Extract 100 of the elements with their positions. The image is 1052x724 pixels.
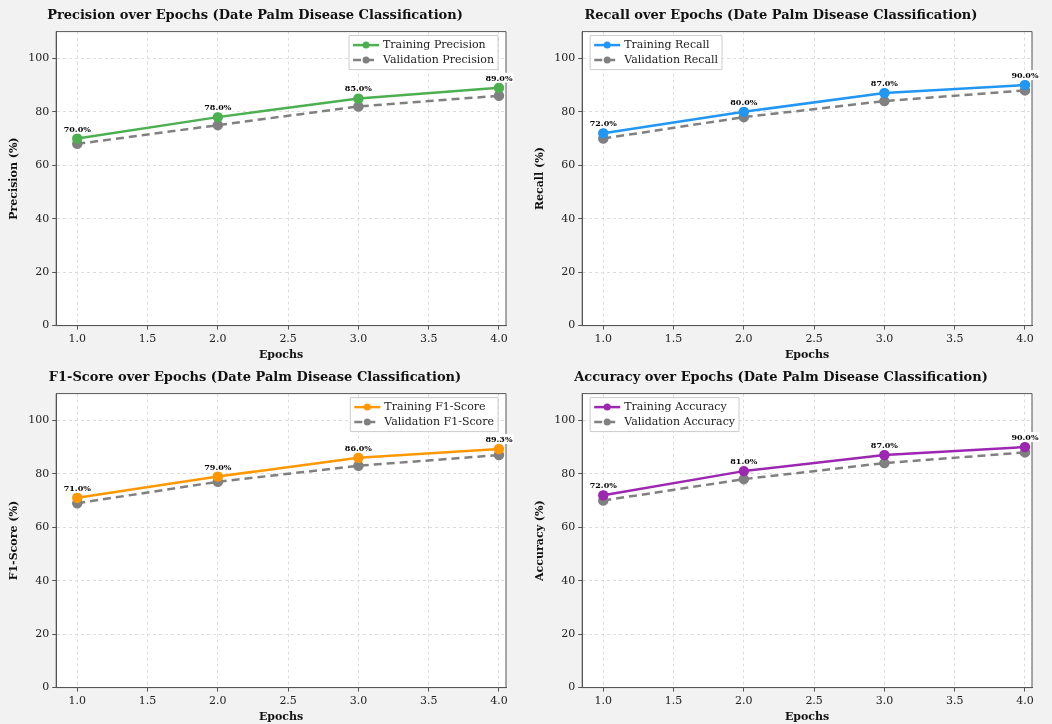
y-tick-label: 20 bbox=[35, 265, 50, 278]
data-label: 87.0% bbox=[870, 440, 899, 451]
data-label: 89.0% bbox=[485, 72, 513, 83]
chart-title: F1-Score over Epochs (Date Palm Disease Classification) bbox=[48, 369, 462, 385]
data-label: 85.0% bbox=[344, 83, 373, 94]
x-tick-label: 2.0 bbox=[209, 694, 227, 708]
x-tick-label: 1.5 bbox=[138, 694, 157, 708]
x-tick-label: 3.0 bbox=[875, 694, 894, 708]
point bbox=[493, 82, 505, 93]
x-tick-label: 3.0 bbox=[349, 332, 368, 346]
x-tick-label: 3.0 bbox=[875, 332, 894, 346]
point bbox=[493, 90, 505, 101]
point bbox=[879, 449, 890, 461]
x-axis-title: Epochs bbox=[258, 710, 304, 724]
x-tick-label: 1.5 bbox=[664, 694, 683, 708]
x-tick-label: 3.5 bbox=[419, 332, 438, 346]
x-tick-label: 2.5 bbox=[805, 694, 823, 708]
x-axis-title: Epochs bbox=[784, 348, 830, 362]
x-tick-label: 1.0 bbox=[594, 332, 613, 346]
x-tick-label: 2.5 bbox=[279, 332, 297, 346]
y-tick-label: 100 bbox=[554, 413, 576, 427]
legend-label: Training Recall bbox=[624, 37, 711, 51]
point bbox=[738, 465, 750, 477]
chart-title: Precision over Epochs (Date Palm Disease Classification) bbox=[47, 7, 463, 23]
point bbox=[879, 87, 890, 99]
data-label: 70.0% bbox=[63, 123, 92, 134]
y-tick-label: 20 bbox=[561, 265, 576, 278]
y-tick-label: 80 bbox=[561, 466, 576, 480]
data-label: 79.0% bbox=[204, 461, 232, 472]
x-tick-label: 1.5 bbox=[138, 332, 157, 346]
y-axis-title: F1-Score (%) bbox=[7, 500, 21, 581]
y-tick-label: 60 bbox=[561, 520, 576, 534]
data-label: 72.0% bbox=[589, 480, 618, 491]
legend-label: Validation Recall bbox=[623, 52, 719, 66]
y-tick-label: 0 bbox=[568, 318, 576, 332]
x-tick-label: 1.5 bbox=[664, 332, 683, 346]
x-tick-label: 2.0 bbox=[735, 694, 753, 708]
y-tick-label: 40 bbox=[561, 211, 576, 225]
legend-label: Training Accuracy bbox=[624, 399, 728, 413]
point bbox=[353, 101, 364, 112]
x-tick-label: 1.0 bbox=[594, 694, 613, 708]
y-tick-label: 40 bbox=[35, 211, 50, 225]
y-axis-title: Precision (%) bbox=[7, 137, 21, 220]
legend-label: Validation Precision bbox=[382, 52, 495, 66]
data-label: 90.0% bbox=[1011, 432, 1039, 443]
data-label: 80.0% bbox=[730, 96, 758, 107]
x-tick-label: 3.5 bbox=[945, 332, 964, 346]
y-tick-label: 80 bbox=[35, 466, 50, 480]
x-axis-title: Epochs bbox=[784, 710, 830, 724]
point bbox=[738, 106, 750, 118]
y-tick-label: 60 bbox=[35, 520, 50, 534]
y-tick-label: 80 bbox=[35, 104, 50, 118]
data-label: 90.0% bbox=[1011, 70, 1039, 81]
legend-label: Validation Accuracy bbox=[623, 414, 736, 428]
data-label: 89.3% bbox=[485, 434, 513, 444]
point bbox=[72, 133, 83, 144]
point bbox=[598, 127, 609, 139]
point bbox=[598, 489, 609, 501]
y-tick-label: 20 bbox=[35, 627, 50, 640]
x-tick-label: 4.0 bbox=[490, 694, 508, 708]
point bbox=[1019, 441, 1031, 453]
data-label: 86.0% bbox=[344, 442, 373, 453]
x-tick-label: 4.0 bbox=[490, 332, 508, 346]
x-axis-title: Epochs bbox=[258, 348, 304, 362]
legend-label: Training F1-Score bbox=[384, 399, 486, 413]
y-tick-label: 100 bbox=[28, 51, 50, 65]
x-tick-label: 2.5 bbox=[805, 332, 823, 346]
x-tick-label: 3.0 bbox=[349, 694, 368, 708]
y-tick-label: 60 bbox=[35, 158, 50, 172]
y-tick-label: 100 bbox=[554, 51, 576, 65]
data-label: 72.0% bbox=[589, 118, 618, 129]
y-tick-label: 40 bbox=[35, 573, 50, 587]
x-tick-label: 3.5 bbox=[419, 694, 438, 708]
x-tick-label: 2.0 bbox=[735, 332, 753, 346]
y-tick-label: 80 bbox=[561, 104, 576, 118]
x-tick-label: 3.5 bbox=[945, 694, 964, 708]
legend-label: Validation F1-Score bbox=[383, 414, 495, 428]
x-tick-label: 2.0 bbox=[209, 332, 227, 346]
point bbox=[72, 492, 83, 504]
legend-label: Training Precision bbox=[383, 37, 486, 51]
x-tick-label: 4.0 bbox=[1016, 694, 1034, 708]
point bbox=[212, 471, 224, 482]
y-axis-title: Accuracy (%) bbox=[533, 500, 547, 582]
point bbox=[212, 111, 224, 123]
y-tick-label: 100 bbox=[28, 413, 50, 427]
y-axis-title: Recall (%) bbox=[533, 147, 547, 211]
data-label: 78.0% bbox=[204, 102, 232, 113]
point bbox=[353, 93, 364, 104]
chart-title: Accuracy over Epochs (Date Palm Disease Classification) bbox=[573, 369, 988, 385]
y-tick-label: 0 bbox=[568, 680, 576, 694]
x-tick-label: 4.0 bbox=[1016, 332, 1034, 346]
x-tick-label: 1.0 bbox=[68, 694, 87, 708]
y-tick-label: 0 bbox=[42, 680, 50, 694]
x-tick-label: 1.0 bbox=[68, 332, 87, 346]
x-tick-label: 2.5 bbox=[279, 694, 297, 708]
point bbox=[493, 443, 505, 455]
data-label: 87.0% bbox=[870, 78, 899, 89]
y-tick-label: 0 bbox=[42, 318, 50, 332]
data-label: 71.0% bbox=[63, 482, 92, 493]
chart-title: Recall over Epochs (Date Palm Disease Classification) bbox=[584, 7, 978, 23]
